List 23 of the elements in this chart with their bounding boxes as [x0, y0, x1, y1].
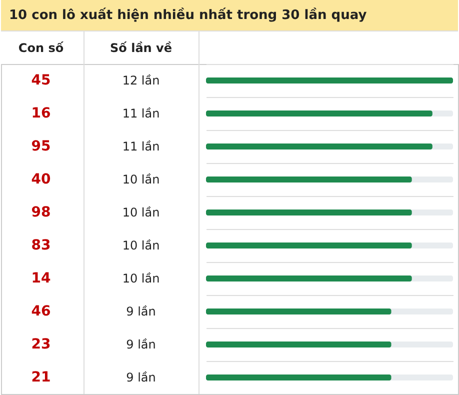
- y-tick-label: 16: [31, 106, 51, 122]
- y-tick-label: 14: [31, 270, 51, 286]
- text: Số lần về: [110, 41, 172, 55]
- data-label: 12 lần: [122, 74, 160, 88]
- data-label: 9 lần: [126, 370, 156, 384]
- text: Con số: [18, 41, 64, 55]
- y-tick-label: 46: [31, 304, 51, 320]
- data-label: 10 lần: [122, 172, 160, 186]
- y-tick-label: 45: [31, 72, 51, 88]
- y-tick-label: 21: [31, 370, 51, 386]
- data-label: 10 lần: [122, 272, 160, 286]
- y-tick-label: 95: [31, 138, 51, 154]
- chart-title: 10 con lô xuất hiện nhiều nhất trong 30 lần quay: [9, 7, 368, 23]
- y-tick-label: 83: [31, 238, 51, 254]
- data-label: 10 lần: [122, 238, 160, 252]
- y-tick-label: 23: [31, 336, 51, 352]
- data-label: 11 lần: [122, 140, 160, 154]
- y-tick-label: 40: [31, 172, 51, 188]
- y-tick-label: 98: [31, 204, 51, 220]
- data-label: 9 lần: [126, 304, 156, 318]
- data-label: 9 lần: [126, 338, 156, 352]
- data-label: 11 lần: [122, 106, 160, 120]
- data-label: 10 lần: [122, 206, 160, 220]
